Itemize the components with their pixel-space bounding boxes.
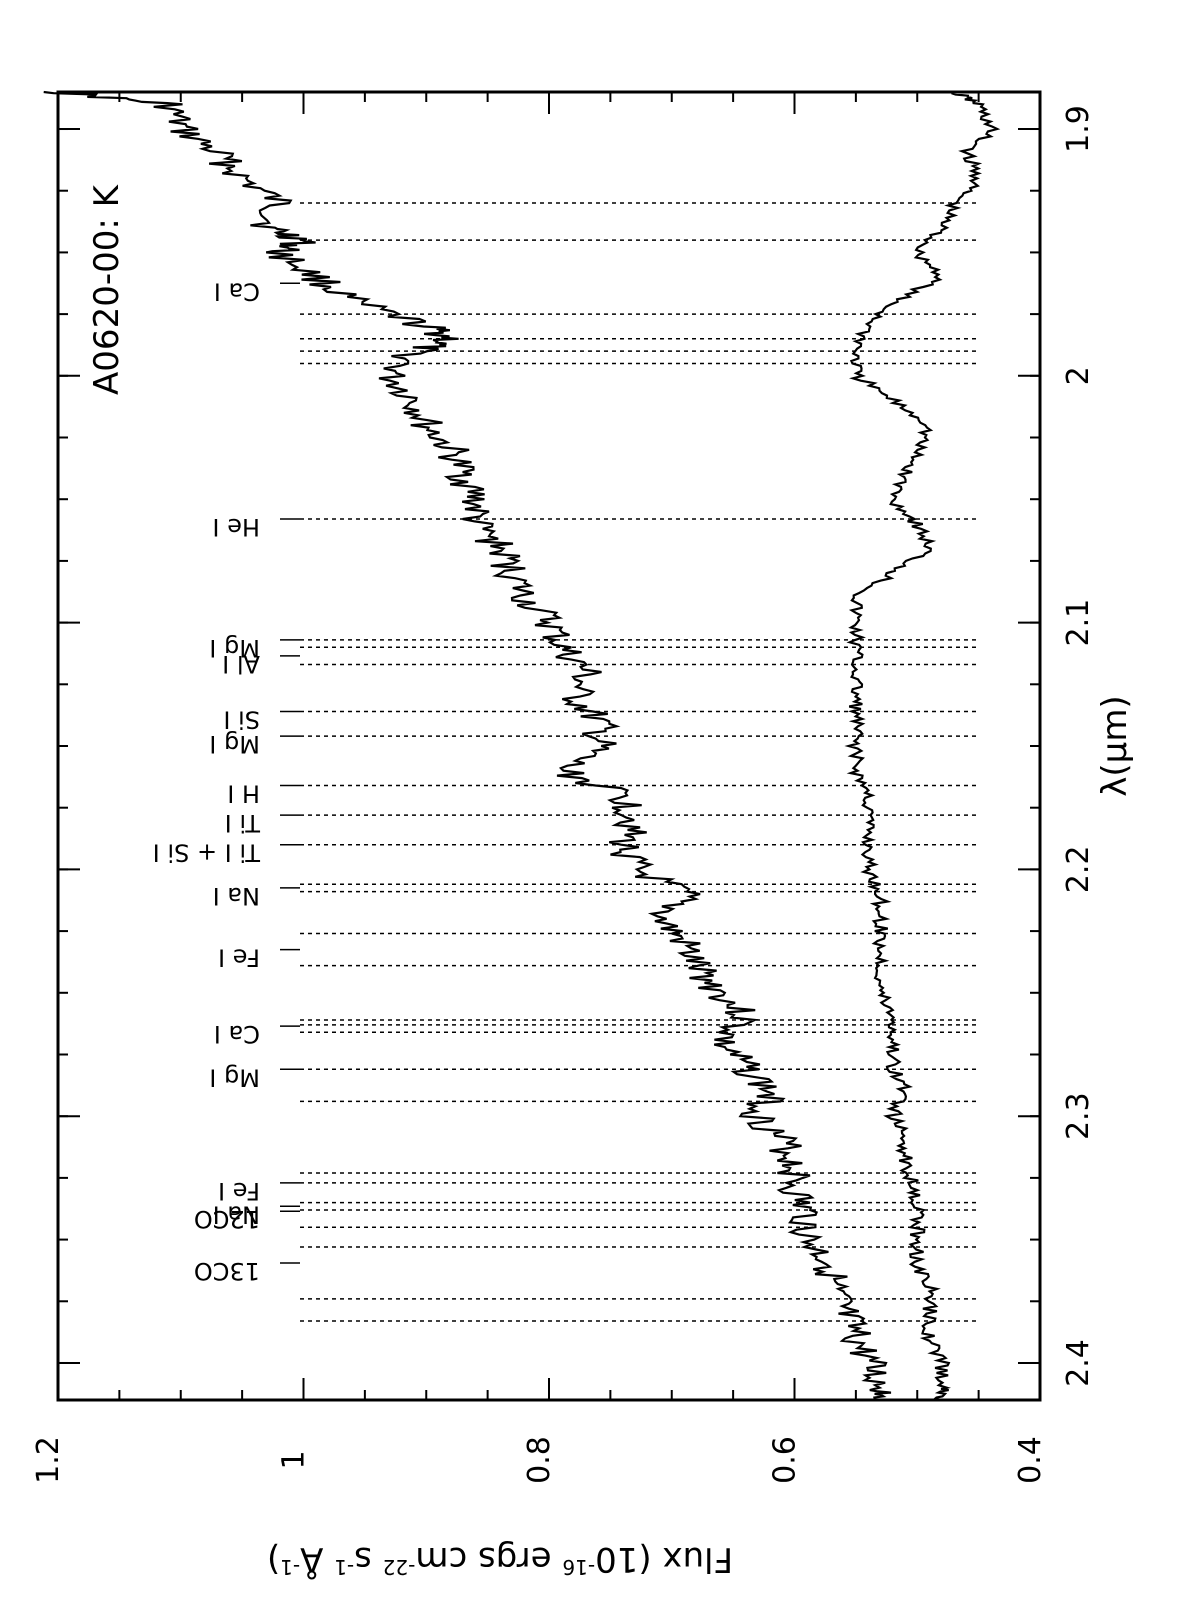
x-tick-label: 1.9 (1061, 105, 1096, 153)
line-label: Si I (223, 705, 260, 733)
y-axis-label: Flux (10-16 ergs cm-22 s-1 Å-1) (267, 1539, 733, 1580)
line-label: Fe I (218, 944, 260, 972)
y-tick-label: 0.6 (768, 1436, 803, 1484)
line-label: He I (212, 513, 260, 541)
line-label: 12CO (194, 1205, 260, 1233)
x-tick-label: 2 (1061, 366, 1096, 385)
line-label: Ti I + Si I (153, 839, 261, 867)
line-label: Ca I (214, 277, 260, 305)
x-tick-label: 2.2 (1061, 846, 1096, 894)
x-tick-label: 2.3 (1061, 1092, 1096, 1140)
line-label: Na I (213, 882, 260, 910)
line-label: Mg I (209, 1063, 260, 1091)
y-tick-label: 1 (277, 1450, 312, 1469)
line-label: Fe I (218, 1177, 260, 1205)
x-tick-label: 2.4 (1061, 1339, 1096, 1387)
plot-area: 1.9 2 2.1 2.2 2.3 2.4 0.4 0.6 0.8 1 1.2 λ(μm) Flux (… (31, 90, 1135, 1580)
line-label: Mg I (209, 730, 260, 758)
target-spectrum-line (43, 90, 893, 1402)
line-label: Mg I (209, 634, 260, 662)
plot-frame (56, 90, 1042, 1402)
line-label: Na I (213, 1200, 260, 1228)
y-tick-label: 1.2 (31, 1436, 66, 1484)
line-label: 13CO (194, 1257, 260, 1285)
x-axis-label: λ(μm) (1095, 695, 1135, 796)
line-label: Ca I (214, 1020, 260, 1048)
comparison-spectrum-line (844, 90, 1001, 1402)
line-label: H I (227, 779, 260, 807)
chart-title: A0620-00: K (87, 183, 127, 395)
line-label: Al I (222, 650, 260, 678)
y-tick-label: 0.8 (522, 1436, 557, 1484)
x-tick-label: 2.1 (1061, 599, 1096, 647)
y-tick-label: 0.4 (1013, 1436, 1048, 1484)
line-label: Ti I (225, 809, 261, 837)
